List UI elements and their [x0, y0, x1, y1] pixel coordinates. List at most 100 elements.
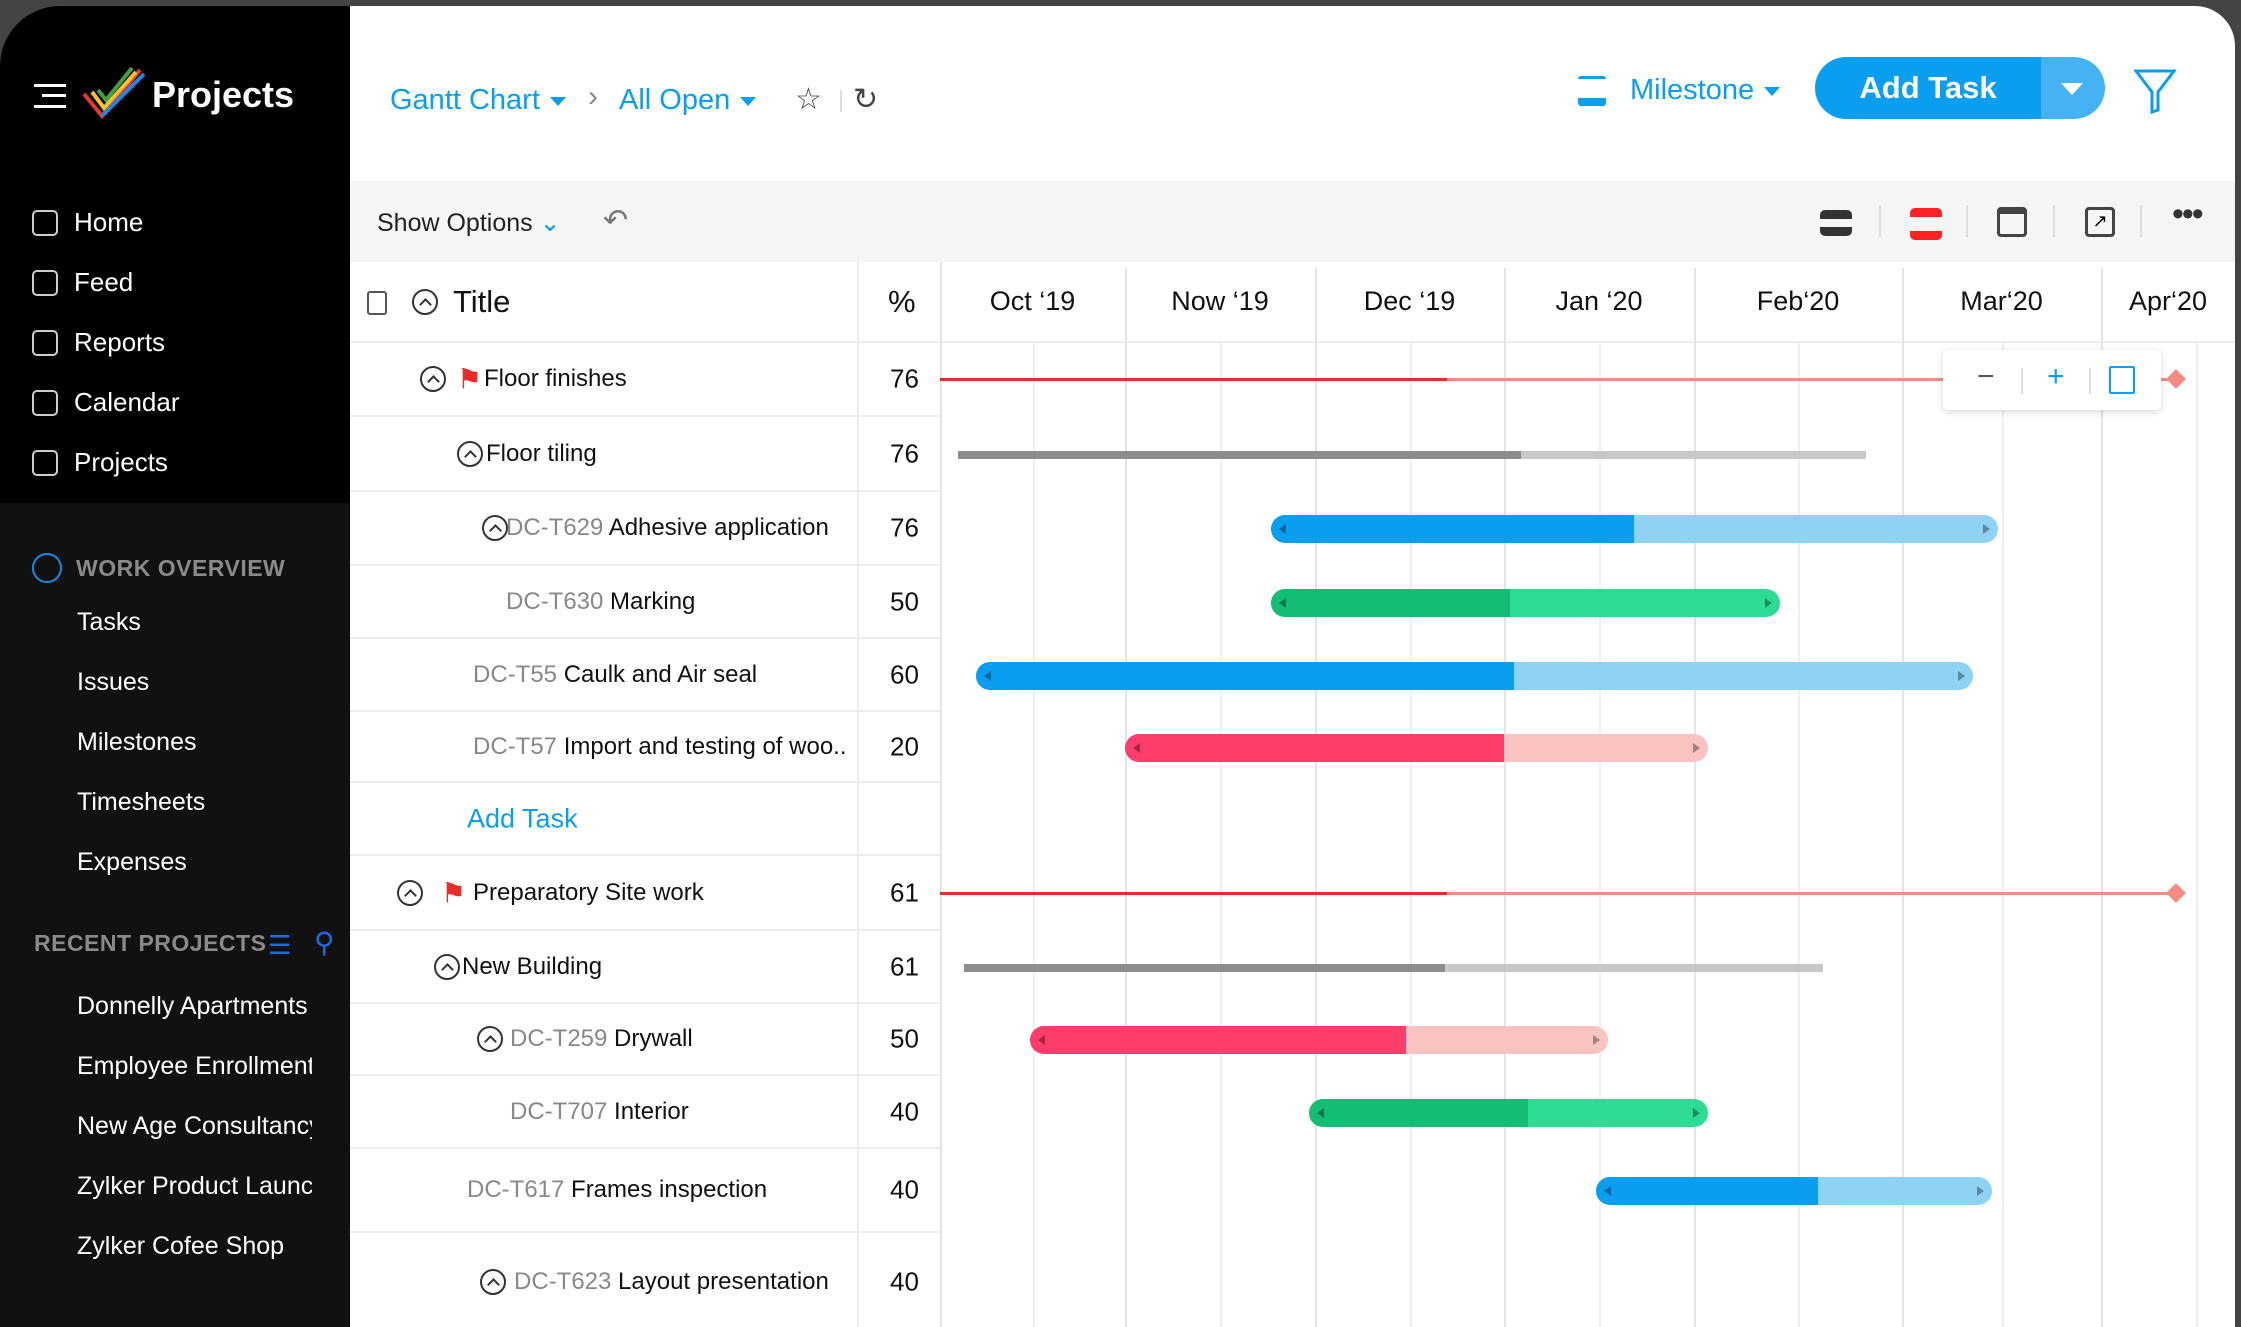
- collapse-toggle-icon[interactable]: [482, 515, 508, 541]
- column-settings-icon[interactable]: [367, 291, 387, 315]
- milestone-line[interactable]: [940, 378, 2177, 381]
- milestone-line[interactable]: [940, 891, 2177, 895]
- filter-funnel-icon[interactable]: [2134, 68, 2176, 114]
- task-title[interactable]: DC-T259 Drywall: [510, 1025, 693, 1053]
- zoom-out-button[interactable]: −: [1977, 360, 1995, 393]
- recent-project-item[interactable]: Zylker Cofee Shop: [77, 1232, 285, 1260]
- group-bar[interactable]: [957, 450, 1867, 459]
- resize-left-handle[interactable]: [1316, 1107, 1324, 1118]
- refresh-icon[interactable]: ↻: [853, 83, 879, 116]
- add-task-dropdown-button[interactable]: [2041, 57, 2105, 119]
- critical-path-icon[interactable]: [1910, 208, 1942, 240]
- add-task-button[interactable]: Add Task: [1815, 57, 2041, 119]
- resize-left-handle[interactable]: [983, 670, 991, 681]
- task-title[interactable]: Floor tiling: [486, 440, 597, 468]
- task-bar[interactable]: [1270, 515, 1999, 543]
- table-row[interactable]: ⚑ Floor finishes 76: [350, 343, 940, 417]
- task-bar[interactable]: [1125, 733, 1709, 762]
- table-row[interactable]: Floor tiling 76: [350, 417, 940, 492]
- task-title[interactable]: DC-T623 Layout presentation: [514, 1268, 829, 1296]
- filter-selector[interactable]: All Open: [619, 84, 757, 117]
- task-title[interactable]: DC-T617 Frames inspection: [467, 1176, 767, 1204]
- undo-icon[interactable]: ↶: [603, 204, 629, 237]
- percent-column-header[interactable]: %: [888, 284, 916, 319]
- sidebar-item-reports[interactable]: Reports: [32, 327, 165, 358]
- work-overview-item[interactable]: Expenses: [77, 848, 187, 876]
- resize-right-handle[interactable]: [1693, 1107, 1701, 1118]
- task-title[interactable]: DC-T55 Caulk and Air seal: [473, 661, 757, 689]
- table-row[interactable]: DC-T630 Marking 50: [350, 566, 940, 639]
- search-icon[interactable]: ⚲: [314, 927, 335, 958]
- table-row[interactable]: New Building 61: [350, 931, 940, 1004]
- task-title[interactable]: New Building: [462, 953, 602, 981]
- task-bar[interactable]: [975, 661, 1973, 690]
- table-row[interactable]: DC-T57 Import and testing of woo.. 20: [350, 712, 940, 783]
- task-bar[interactable]: [1308, 1098, 1709, 1127]
- resize-left-handle[interactable]: [1603, 1186, 1611, 1196]
- task-title[interactable]: DC-T707 Interior: [510, 1098, 689, 1126]
- resize-left-handle[interactable]: [1278, 597, 1286, 608]
- task-title[interactable]: DC-T57 Import and testing of woo..: [473, 733, 847, 761]
- fit-to-screen-button[interactable]: [2109, 366, 2135, 394]
- work-overview-item[interactable]: Timesheets: [77, 788, 206, 816]
- task-bar[interactable]: [1595, 1177, 1992, 1205]
- recent-project-item[interactable]: Employee Enrollment: [77, 1052, 312, 1080]
- collapse-toggle-icon[interactable]: [434, 953, 460, 980]
- resize-left-handle[interactable]: [1037, 1035, 1045, 1045]
- recent-project-item[interactable]: Zylker Product Launch: [77, 1172, 312, 1200]
- resize-right-handle[interactable]: [1593, 1035, 1601, 1045]
- star-icon[interactable]: ☆: [795, 83, 822, 116]
- collapse-toggle-icon[interactable]: [480, 1269, 506, 1295]
- resize-left-handle[interactable]: [1133, 742, 1140, 753]
- collapse-all-icon[interactable]: [412, 288, 438, 315]
- table-row[interactable]: DC-T55 Caulk and Air seal 60: [350, 639, 940, 712]
- table-row[interactable]: DC-T707 Interior 40: [350, 1076, 940, 1149]
- resize-right-handle[interactable]: [1983, 524, 1991, 534]
- add-task-row[interactable]: Add Task: [350, 783, 940, 856]
- collapse-toggle-icon[interactable]: [457, 440, 483, 467]
- collapse-toggle-icon[interactable]: [397, 879, 423, 906]
- resize-right-handle[interactable]: [1976, 1186, 1984, 1196]
- title-column-header[interactable]: Title: [453, 284, 511, 319]
- group-bar[interactable]: [963, 963, 1824, 972]
- task-title[interactable]: Floor finishes: [484, 365, 627, 393]
- fullscreen-icon[interactable]: ↗: [2085, 207, 2115, 237]
- resize-right-handle[interactable]: [1765, 597, 1773, 608]
- view-selector[interactable]: Gantt Chart: [390, 84, 566, 117]
- table-row[interactable]: DC-T617 Frames inspection 40: [350, 1149, 940, 1233]
- work-overview-toggle-icon[interactable]: [32, 553, 62, 583]
- resize-right-handle[interactable]: [1693, 742, 1701, 753]
- task-title[interactable]: Preparatory Site work: [473, 879, 704, 907]
- filter-sliders-icon[interactable]: ☰: [268, 930, 292, 960]
- recent-project-item[interactable]: New Age Consultancy: [77, 1112, 312, 1140]
- collapse-bars-icon[interactable]: [1820, 210, 1852, 236]
- sidebar-item-projects[interactable]: Projects: [32, 447, 168, 478]
- work-overview-item[interactable]: Milestones: [77, 728, 197, 756]
- more-options-icon[interactable]: •••: [2172, 195, 2204, 233]
- resize-left-handle[interactable]: [1278, 524, 1286, 534]
- sidebar-item-feed[interactable]: Feed: [32, 267, 133, 298]
- table-row[interactable]: DC-T259 Drywall 50: [350, 1004, 940, 1076]
- sidebar-item-home[interactable]: Home: [32, 207, 143, 238]
- recent-project-item[interactable]: Donnelly Apartments: [77, 992, 308, 1020]
- table-row[interactable]: ⚑ Preparatory Site work 61: [350, 856, 940, 931]
- milestone-diamond-icon[interactable]: [2165, 882, 2186, 903]
- collapse-toggle-icon[interactable]: [420, 366, 446, 392]
- table-row[interactable]: DC-T629 Adhesive application 76: [350, 492, 940, 566]
- add-task-link[interactable]: Add Task: [467, 803, 578, 833]
- zoom-in-button[interactable]: +: [2047, 360, 2065, 393]
- hamburger-menu-icon[interactable]: [34, 84, 66, 108]
- milestone-diamond-icon[interactable]: [2165, 369, 2186, 389]
- resize-right-handle[interactable]: [1957, 670, 1965, 681]
- task-title[interactable]: DC-T630 Marking: [506, 588, 695, 616]
- sidebar-item-calendar[interactable]: Calendar: [32, 387, 180, 418]
- work-overview-item[interactable]: Issues: [77, 668, 150, 696]
- milestone-selector[interactable]: Milestone: [1630, 74, 1781, 107]
- task-bar[interactable]: [1029, 1026, 1609, 1054]
- table-row[interactable]: DC-T623 Layout presentation 40: [350, 1233, 940, 1327]
- show-options-dropdown[interactable]: Show Options ⌄: [377, 208, 561, 238]
- collapse-toggle-icon[interactable]: [477, 1026, 503, 1052]
- task-title[interactable]: DC-T629 Adhesive application: [506, 514, 829, 542]
- work-overview-item[interactable]: Tasks: [77, 608, 141, 636]
- task-bar[interactable]: [1270, 588, 1781, 617]
